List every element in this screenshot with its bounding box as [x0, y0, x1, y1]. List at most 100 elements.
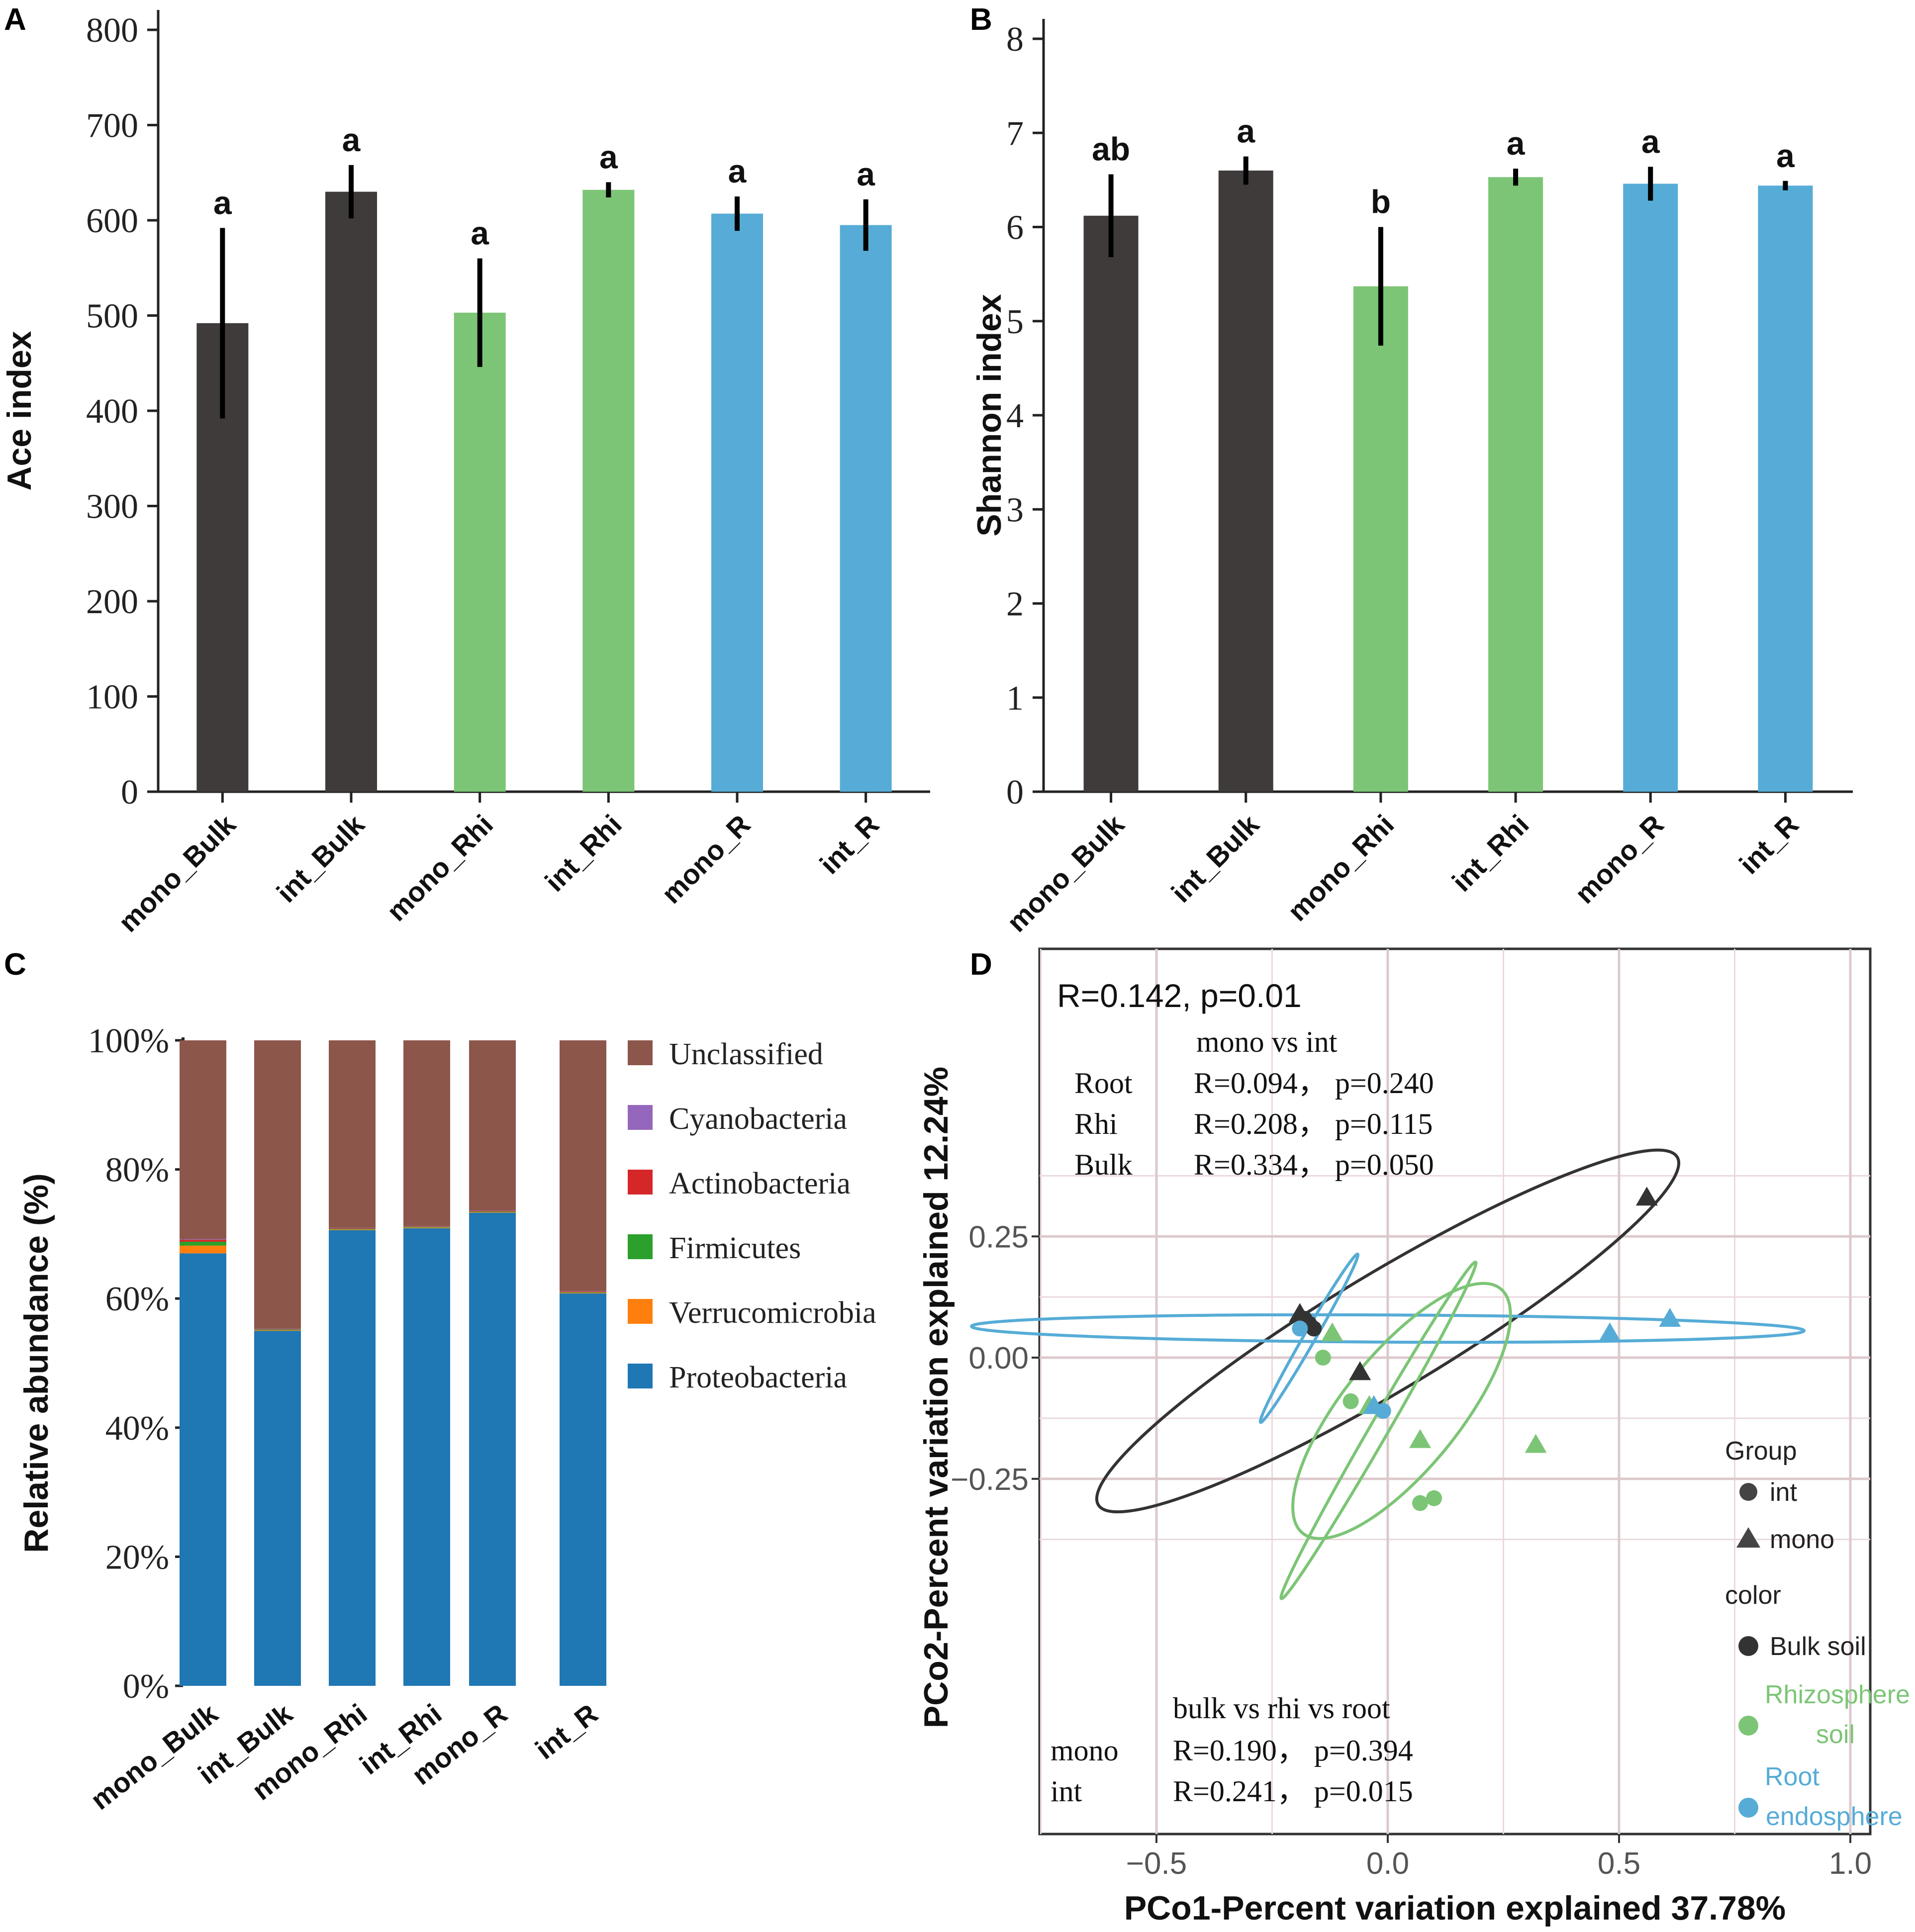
- x-tick-label-int-bulk: int_Bulk: [1165, 808, 1265, 908]
- legend-swatch-cyanobacteria: [628, 1105, 653, 1130]
- y-tick-label: 800: [86, 11, 138, 50]
- significance-label: b: [1371, 184, 1391, 220]
- segment-actinobacteria-int-r: [560, 1291, 606, 1292]
- legend-color-dot-root-endosphere: [1738, 1798, 1758, 1818]
- legend-group-label-mono: mono: [1770, 1525, 1834, 1554]
- y-tick-label: 0: [1006, 773, 1024, 812]
- x-tick-label: −0.5: [1126, 1846, 1187, 1881]
- chart-d-pcoa: −0.5 0.0 0.5 1.0 0.25 0.00 −0.25 R=0.142, p=0.0…: [917, 947, 1910, 1927]
- segment-actinobacteria-int-bulk: [254, 1329, 301, 1330]
- chart-b-shannon-index: 0 1 2 3 4 5 6 7 8 ab mono_Bulk a int_Bulk b mono_Rhi a i…: [970, 19, 1853, 938]
- segment-proteobacteria-mono-r: [469, 1212, 516, 1686]
- panel-letter-d: D: [970, 947, 992, 982]
- point-int-root-endosphere: [1292, 1320, 1308, 1337]
- y-tick-label: 500: [86, 297, 138, 336]
- significance-label: a: [1776, 137, 1795, 174]
- x-tick-label: 0.5: [1598, 1846, 1640, 1881]
- y-axis-label: Ace index: [0, 331, 38, 490]
- legend-color-label-rhizosphere-soil: soil: [1816, 1720, 1855, 1749]
- significance-label: a: [342, 121, 361, 158]
- segment-actinobacteria-mono-bulk: [180, 1240, 226, 1242]
- y-tick-label: 0%: [123, 1667, 169, 1706]
- legend-color-dot-bulk-soil: [1738, 1636, 1758, 1656]
- legend-swatch-actinobacteria: [628, 1170, 653, 1195]
- chart-a-ace-index: 0 100 200 300 400 500 600 700 800 a mono_Bulk a int_…: [0, 10, 930, 938]
- segment-actinobacteria-mono-rhi: [329, 1228, 376, 1229]
- segment-proteobacteria-int-r: [560, 1293, 606, 1686]
- legend-color-label-rhizosphere-soil: Rhizosphere: [1765, 1680, 1910, 1709]
- point-int-bulk-soil: [1306, 1320, 1322, 1337]
- x-tick-label-mono-r: mono_R: [1569, 809, 1670, 910]
- segment-cyanobacteria-mono-bulk: [180, 1239, 226, 1240]
- significance-label: a: [1641, 123, 1660, 160]
- point-int-rhizosphere-soil: [1315, 1350, 1331, 1366]
- legend-group-title: Group: [1725, 1437, 1797, 1466]
- stat-mono-vs-int-header: mono vs int: [1196, 1025, 1338, 1058]
- y-tick-label: 80%: [105, 1151, 169, 1190]
- x-tick-label-mono-rhi: mono_Rhi: [381, 809, 499, 927]
- legend-swatch-unclassified: [628, 1040, 653, 1065]
- segment-unclassified-mono-bulk: [180, 1040, 226, 1239]
- point-mono-rhizosphere-soil: [1525, 1434, 1547, 1453]
- stat-compartment-header: bulk vs rhi vs root: [1173, 1692, 1390, 1725]
- legend-label-proteobacteria: Proteobacteria: [669, 1361, 847, 1394]
- x-tick-label: 1.0: [1829, 1846, 1872, 1881]
- point-mono-bulk-soil: [1635, 1187, 1658, 1206]
- segment-unclassified-int-rhi: [403, 1040, 450, 1226]
- bar-int-r: [840, 225, 892, 792]
- segment-proteobacteria-mono-rhi: [329, 1230, 376, 1686]
- point-int-rhizosphere-soil: [1412, 1495, 1429, 1511]
- legend-label-unclassified: Unclassified: [669, 1037, 823, 1071]
- segment-proteobacteria-mono-bulk: [180, 1253, 226, 1686]
- significance-label: ab: [1092, 131, 1130, 168]
- legend-group-label-int: int: [1770, 1478, 1797, 1507]
- stat-row-label-bulk: Bulk: [1074, 1148, 1133, 1181]
- y-tick-label: 20%: [105, 1538, 169, 1576]
- stat-row-label-rhi: Rhi: [1074, 1107, 1118, 1140]
- point-mono-root-endosphere: [1659, 1308, 1681, 1327]
- stat-row-label-mono: mono: [1051, 1734, 1119, 1767]
- stat-row-value-int: R=0.241， p=0.015: [1173, 1775, 1413, 1808]
- stat-row-value-bulk: R=0.334， p=0.050: [1194, 1148, 1434, 1181]
- legend-swatch-verrucomicrobia: [628, 1299, 653, 1324]
- stat-row-value-mono: R=0.190， p=0.394: [1173, 1734, 1413, 1767]
- bar-mono-r: [711, 213, 763, 792]
- y-tick-label: 40%: [105, 1409, 169, 1448]
- legend-circle-icon: [1739, 1483, 1757, 1501]
- segment-unclassified-mono-rhi: [329, 1040, 376, 1228]
- legend-color-label-bulk-soil: Bulk soil: [1770, 1632, 1866, 1661]
- segment-proteobacteria-int-rhi: [403, 1228, 450, 1686]
- x-tick-label-mono-bulk: mono_Bulk: [112, 808, 242, 938]
- significance-label: a: [857, 156, 875, 192]
- significance-label: a: [728, 153, 747, 189]
- segment-proteobacteria-int-bulk: [254, 1331, 301, 1686]
- x-tick-label-int-rhi: int_Rhi: [1446, 809, 1535, 898]
- segment-firmicutes-mono-r: [469, 1211, 516, 1212]
- bar-mono-rhi: [454, 312, 506, 792]
- point-mono-bulk-soil: [1349, 1361, 1371, 1380]
- significance-label: a: [1237, 113, 1255, 150]
- legend-label-actinobacteria: Actinobacteria: [669, 1167, 851, 1200]
- segment-firmicutes-mono-bulk: [180, 1241, 226, 1246]
- y-tick-label: 2: [1006, 585, 1024, 624]
- x-tick-label-int-r: int_R: [529, 1698, 603, 1765]
- y-tick-label: 600: [86, 202, 138, 240]
- stat-row-value-rhi: R=0.208， p=0.115: [1194, 1107, 1433, 1140]
- y-tick-label: 100: [86, 678, 138, 717]
- y-tick-label: 100%: [88, 1022, 169, 1060]
- stat-row-label-int: int: [1051, 1775, 1082, 1808]
- ellipse-root-endosphere-2: [1258, 1252, 1360, 1424]
- y-tick-label: 0: [121, 773, 138, 812]
- y-tick-label: 60%: [105, 1280, 169, 1318]
- y-tick-label: 400: [86, 392, 138, 431]
- point-mono-root-endosphere: [1599, 1322, 1621, 1342]
- x-tick-label: 0.0: [1366, 1846, 1409, 1881]
- bar-int-r: [1758, 185, 1813, 792]
- legend-triangle-icon: [1736, 1527, 1760, 1548]
- y-tick-label: 7: [1006, 114, 1024, 153]
- y-tick-label: 300: [86, 488, 138, 526]
- x-tick-label-mono-r: mono_R: [656, 809, 757, 910]
- x-tick-label-int-r: int_R: [1733, 809, 1805, 880]
- y-tick-label: 3: [1006, 491, 1024, 529]
